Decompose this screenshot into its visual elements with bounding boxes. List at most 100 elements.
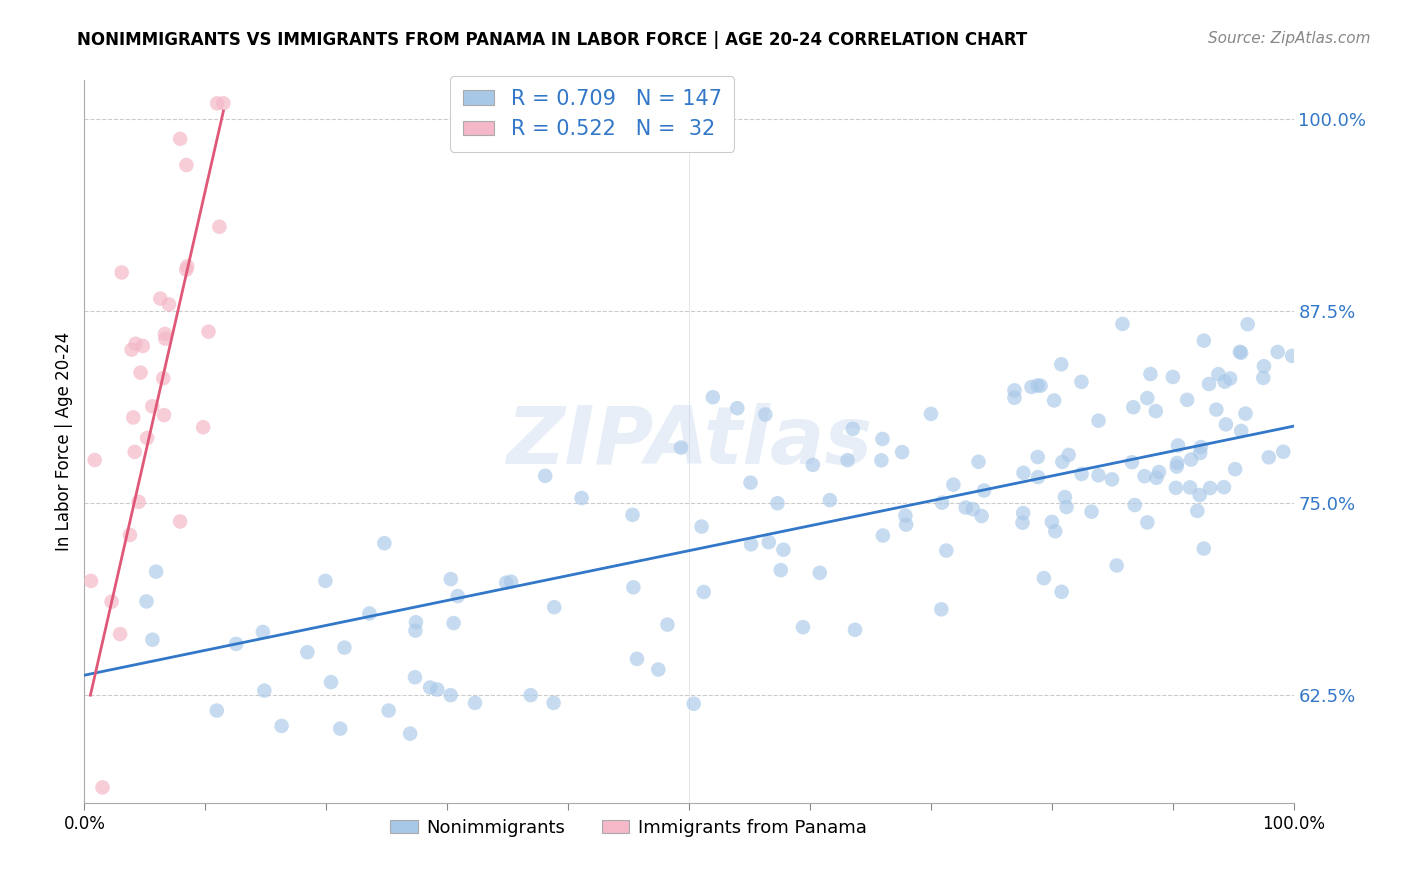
- Point: [935, 543, 957, 558]
- Point: [792, 620, 814, 634]
- Point: [1272, 444, 1295, 458]
- Point: [1253, 359, 1275, 373]
- Point: [91, 780, 114, 795]
- Point: [1136, 391, 1159, 405]
- Point: [1070, 375, 1092, 389]
- Point: [447, 589, 470, 603]
- Point: [1213, 375, 1236, 389]
- Point: [1123, 498, 1146, 512]
- Point: [153, 326, 176, 341]
- Point: [1147, 465, 1170, 479]
- Text: NONIMMIGRANTS VS IMMIGRANTS FROM PANAMA IN LABOR FORCE | AGE 20-24 CORRELATION C: NONIMMIGRANTS VS IMMIGRANTS FROM PANAMA …: [77, 31, 1028, 49]
- Point: [1121, 455, 1143, 469]
- Point: [129, 366, 152, 380]
- Point: [118, 528, 141, 542]
- Point: [872, 528, 894, 542]
- Point: [758, 535, 780, 549]
- Point: [1180, 452, 1202, 467]
- Point: [772, 542, 794, 557]
- Point: [693, 585, 716, 599]
- Point: [955, 500, 977, 515]
- Point: [136, 431, 159, 445]
- Point: [1213, 480, 1236, 494]
- Point: [157, 297, 180, 311]
- Point: [152, 371, 174, 385]
- Point: [894, 517, 917, 532]
- Point: [682, 697, 704, 711]
- Point: [1133, 469, 1156, 483]
- Point: [1056, 500, 1078, 514]
- Point: [1101, 472, 1123, 486]
- Point: [404, 624, 426, 638]
- Point: [1215, 417, 1237, 432]
- Point: [1253, 371, 1275, 385]
- Point: [543, 696, 565, 710]
- Point: [844, 623, 866, 637]
- Point: [931, 602, 953, 616]
- Point: [1057, 448, 1080, 462]
- Point: [1040, 515, 1063, 529]
- Point: [1198, 377, 1220, 392]
- Point: [543, 600, 565, 615]
- Point: [970, 508, 993, 523]
- Point: [818, 493, 841, 508]
- Point: [359, 607, 381, 621]
- Point: [657, 617, 679, 632]
- Point: [1219, 371, 1241, 385]
- Point: [894, 508, 917, 523]
- Point: [1105, 558, 1128, 573]
- Point: [1122, 401, 1144, 415]
- Point: [1166, 459, 1188, 474]
- Point: [740, 475, 762, 490]
- Point: [329, 722, 352, 736]
- Point: [1026, 378, 1049, 392]
- Point: [1043, 393, 1066, 408]
- Point: [1164, 481, 1187, 495]
- Point: [1166, 456, 1188, 470]
- Point: [1188, 488, 1211, 502]
- Point: [270, 719, 292, 733]
- Point: [1267, 345, 1289, 359]
- Point: [647, 663, 669, 677]
- Point: [208, 219, 231, 234]
- Point: [1087, 414, 1109, 428]
- Point: [121, 343, 143, 357]
- Point: [1192, 334, 1215, 348]
- Point: [1111, 317, 1133, 331]
- Point: [176, 260, 198, 274]
- Point: [1187, 504, 1209, 518]
- Point: [1199, 481, 1222, 495]
- Point: [1223, 462, 1246, 476]
- Point: [314, 574, 336, 588]
- Point: [122, 410, 145, 425]
- Point: [1192, 541, 1215, 556]
- Point: [1257, 450, 1279, 465]
- Point: [1161, 370, 1184, 384]
- Point: [1045, 524, 1067, 539]
- Point: [426, 682, 449, 697]
- Point: [253, 683, 276, 698]
- Point: [626, 652, 648, 666]
- Point: [1032, 571, 1054, 585]
- Point: [419, 681, 441, 695]
- Point: [967, 455, 990, 469]
- Point: [197, 325, 219, 339]
- Point: [169, 515, 191, 529]
- Point: [740, 537, 762, 551]
- Point: [135, 594, 157, 608]
- Point: [1012, 506, 1035, 520]
- Point: [769, 563, 792, 577]
- Point: [1139, 367, 1161, 381]
- Text: ZIPAtlas: ZIPAtlas: [506, 402, 872, 481]
- Point: [621, 580, 644, 594]
- Point: [319, 675, 342, 690]
- Point: [191, 420, 214, 434]
- Point: [1070, 467, 1092, 481]
- Point: [501, 574, 523, 589]
- Point: [80, 574, 103, 588]
- Point: [443, 615, 465, 630]
- Point: [931, 496, 953, 510]
- Point: [801, 458, 824, 472]
- Point: [534, 468, 557, 483]
- Point: [1026, 450, 1049, 464]
